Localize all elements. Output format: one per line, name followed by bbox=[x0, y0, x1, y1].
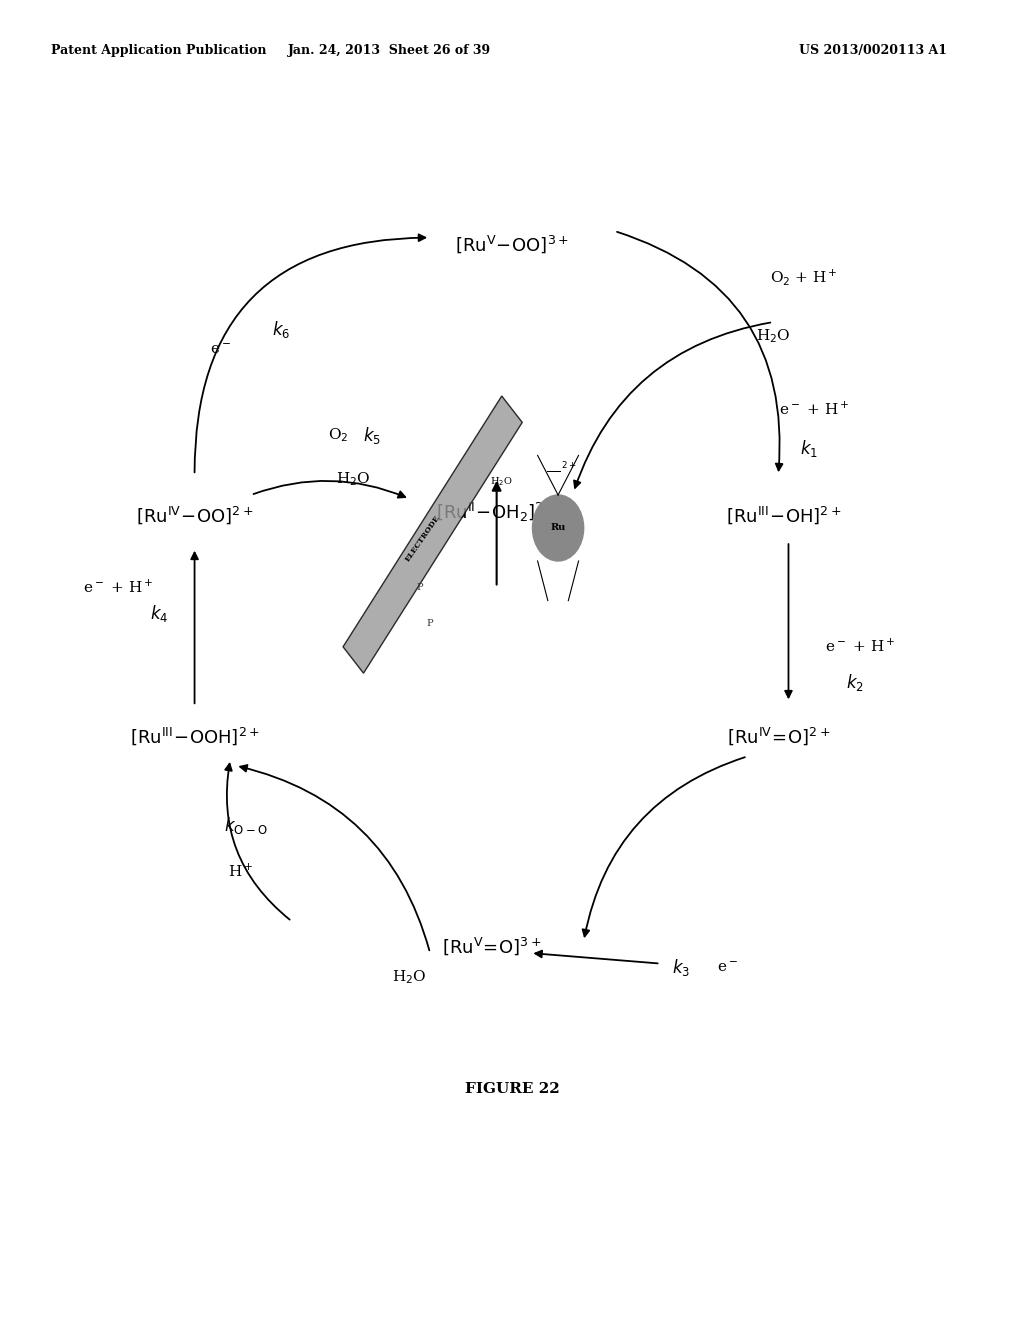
Text: $\overline{\quad}^{\ 2+}$: $\overline{\quad}^{\ 2+}$ bbox=[546, 462, 577, 475]
Text: Ru: Ru bbox=[551, 524, 565, 532]
Text: $k_6$: $k_6$ bbox=[272, 319, 291, 341]
Text: US 2013/0020113 A1: US 2013/0020113 A1 bbox=[799, 44, 947, 57]
Text: H$_2$O: H$_2$O bbox=[756, 327, 791, 346]
Text: H$_2$O: H$_2$O bbox=[336, 470, 371, 488]
Text: $k_5$: $k_5$ bbox=[362, 425, 381, 446]
Text: $k_{\mathrm{O-O}}$: $k_{\mathrm{O-O}}$ bbox=[224, 814, 267, 836]
Text: H$^+$: H$^+$ bbox=[228, 862, 253, 880]
Text: O$_2$ + H$^+$: O$_2$ + H$^+$ bbox=[770, 267, 838, 288]
Text: $[\mathrm{Ru^V\!-\!OO}]^{3+}$: $[\mathrm{Ru^V\!-\!OO}]^{3+}$ bbox=[455, 234, 569, 255]
Text: P: P bbox=[427, 619, 433, 627]
Text: $k_1$: $k_1$ bbox=[800, 438, 818, 459]
Text: Patent Application Publication: Patent Application Publication bbox=[51, 44, 266, 57]
Text: $[\mathrm{Ru^{III}\!-\!OH}]^{2+}$: $[\mathrm{Ru^{III}\!-\!OH}]^{2+}$ bbox=[726, 504, 841, 525]
Text: FIGURE 22: FIGURE 22 bbox=[465, 1082, 559, 1096]
Text: O$_2$: O$_2$ bbox=[328, 426, 348, 445]
Text: e$^-$ + H$^+$: e$^-$ + H$^+$ bbox=[825, 638, 895, 656]
Text: $[\mathrm{Ru^V\!=\!O}]^{3+}$: $[\mathrm{Ru^V\!=\!O}]^{3+}$ bbox=[441, 936, 542, 957]
Text: H$_2$O: H$_2$O bbox=[490, 475, 513, 488]
Polygon shape bbox=[343, 396, 522, 673]
Text: e$^-$: e$^-$ bbox=[210, 343, 230, 356]
Text: e$^-$ + H$^+$: e$^-$ + H$^+$ bbox=[83, 578, 153, 597]
Text: Jan. 24, 2013  Sheet 26 of 39: Jan. 24, 2013 Sheet 26 of 39 bbox=[288, 44, 490, 57]
Circle shape bbox=[532, 495, 584, 561]
Text: e$^-$: e$^-$ bbox=[717, 961, 737, 974]
Text: P: P bbox=[417, 583, 423, 591]
Text: $k_4$: $k_4$ bbox=[150, 603, 168, 624]
Text: $[\mathrm{Ru^{IV}\!-\!OO}]^{2+}$: $[\mathrm{Ru^{IV}\!-\!OO}]^{2+}$ bbox=[136, 504, 253, 525]
Text: $[\mathrm{Ru^{IV}\!=\!O}]^{2+}$: $[\mathrm{Ru^{IV}\!=\!O}]^{2+}$ bbox=[727, 726, 829, 747]
Text: ELECTRODE: ELECTRODE bbox=[403, 513, 442, 564]
Text: $[\mathrm{Ru^{III}\!-\!OOH}]^{2+}$: $[\mathrm{Ru^{III}\!-\!OOH}]^{2+}$ bbox=[130, 726, 259, 747]
Text: $k_3$: $k_3$ bbox=[672, 957, 690, 978]
Text: $k_2$: $k_2$ bbox=[846, 672, 864, 693]
Text: H$_2$O: H$_2$O bbox=[392, 968, 427, 986]
Text: e$^-$ + H$^+$: e$^-$ + H$^+$ bbox=[779, 400, 849, 418]
Text: $[\mathrm{Ru^{II}\!-\!OH_2}]^{2+}$: $[\mathrm{Ru^{II}\!-\!OH_2}]^{2+}$ bbox=[436, 500, 557, 524]
